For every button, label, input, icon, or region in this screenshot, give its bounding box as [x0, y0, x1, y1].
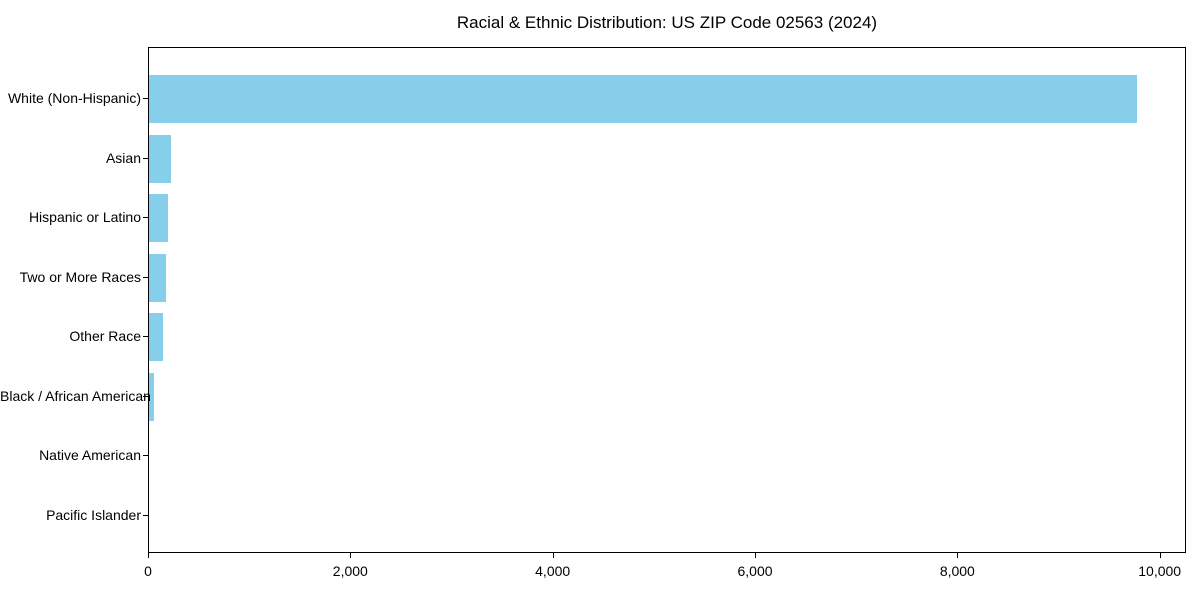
x-axis-label: 4,000	[535, 563, 571, 579]
x-axis-label: 8,000	[939, 563, 975, 579]
y-axis-tick	[143, 157, 148, 159]
y-axis-tick	[143, 217, 148, 219]
x-axis-tick	[1159, 553, 1161, 558]
y-axis-tick	[143, 455, 148, 457]
x-axis-label: 6,000	[737, 563, 773, 579]
y-axis-label: Black / African American	[0, 387, 151, 404]
bar	[149, 75, 1138, 123]
y-axis-label: Other Race	[69, 328, 141, 345]
x-axis-tick	[957, 553, 959, 558]
y-axis-label: Hispanic or Latino	[28, 209, 141, 226]
bar	[149, 253, 166, 302]
y-axis-label: Asian	[105, 149, 141, 166]
bar	[149, 372, 154, 421]
y-axis-tick	[143, 276, 148, 278]
y-axis-label: White (Non-Hispanic)	[7, 90, 141, 106]
x-axis-tick	[552, 553, 554, 558]
chart-title: Racial & Ethnic Distribution: US ZIP Cod…	[456, 13, 878, 32]
plot-area	[148, 47, 1186, 553]
y-axis-label: Native American	[39, 447, 141, 464]
x-axis-tick	[350, 553, 352, 558]
x-axis-tick	[148, 553, 149, 558]
y-axis-label: Two or More Races	[19, 268, 141, 285]
x-axis-label: 2,000	[332, 563, 368, 579]
x-axis-label: 0	[144, 563, 152, 579]
x-axis-label: 10,000	[1138, 563, 1182, 579]
bar	[149, 194, 169, 243]
bar	[149, 313, 164, 362]
y-axis-tick	[143, 395, 148, 397]
y-axis-tick	[143, 336, 148, 338]
y-axis-tick	[143, 98, 148, 99]
y-axis-label: Pacific Islander	[46, 506, 141, 523]
bar	[149, 134, 172, 183]
y-axis-tick	[143, 514, 148, 516]
x-axis-tick	[755, 553, 757, 558]
